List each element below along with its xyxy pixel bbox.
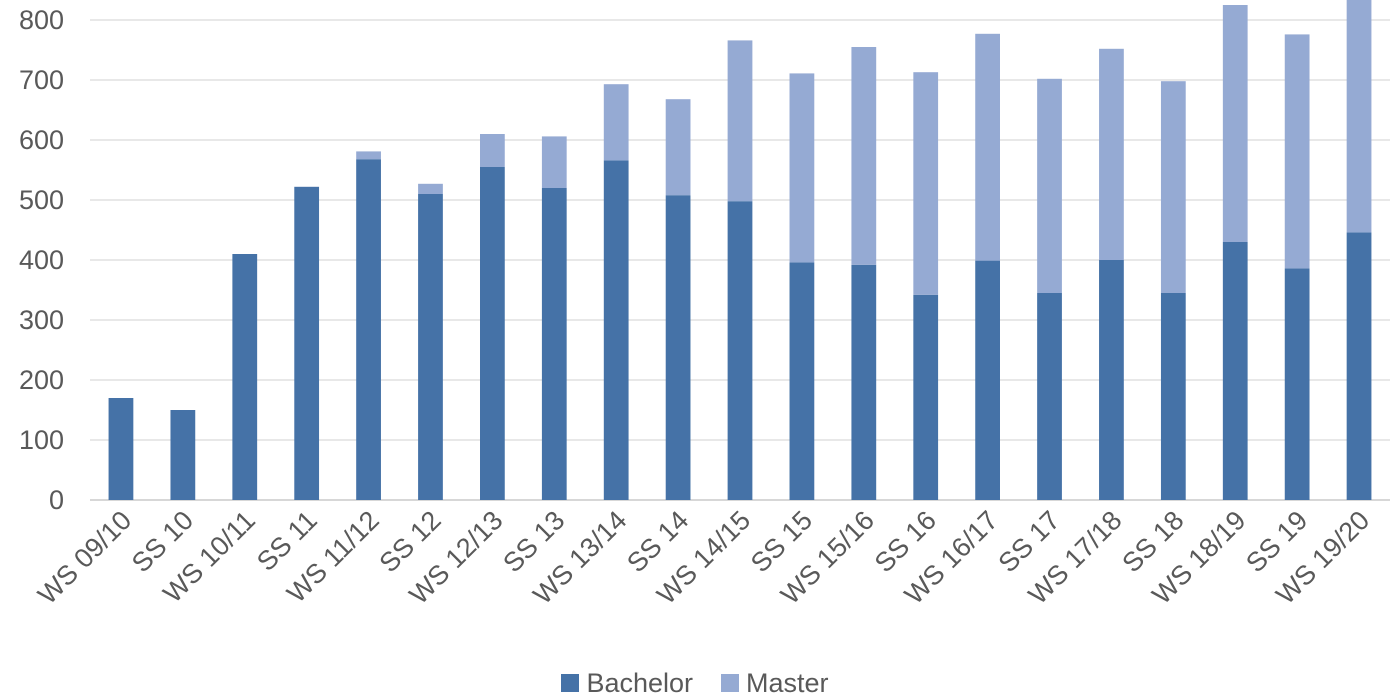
legend: Bachelor Master <box>0 666 1390 700</box>
bar-master <box>1160 81 1186 293</box>
legend-item-master: Master <box>721 668 829 699</box>
bar-master <box>480 134 505 167</box>
bar-bachelor <box>851 264 877 500</box>
y-tick-label: 400 <box>19 245 64 275</box>
bar-master <box>789 73 815 263</box>
bar-master <box>913 72 939 295</box>
bar-bachelor <box>665 195 691 500</box>
bar-bachelor <box>1160 293 1186 500</box>
bar-bachelor <box>1037 293 1062 500</box>
bar-master <box>1222 5 1248 242</box>
bar-master <box>603 84 629 161</box>
bar-master <box>1346 0 1372 233</box>
bar-bachelor <box>480 167 505 500</box>
bar-bachelor <box>170 410 196 500</box>
bar-bachelor <box>975 260 1000 500</box>
bar-bachelor <box>789 262 815 500</box>
bar-master <box>1284 34 1310 269</box>
legend-label-bachelor: Bachelor <box>586 667 694 698</box>
y-tick-label: 200 <box>19 365 64 395</box>
bar-bachelor <box>1284 268 1310 500</box>
y-tick-label: 300 <box>19 305 64 335</box>
y-tick-label: 100 <box>19 425 64 455</box>
y-tick-label: 600 <box>19 125 64 155</box>
y-tick-label: 800 <box>19 5 64 35</box>
bar-bachelor <box>356 159 381 500</box>
legend-swatch-master <box>721 674 740 692</box>
bar-master <box>975 33 1000 261</box>
y-tick-label: 0 <box>49 485 64 515</box>
bar-master <box>541 136 567 188</box>
legend-label-master: Master <box>746 667 829 698</box>
bar-bachelor <box>294 186 320 501</box>
bar-bachelor <box>913 294 939 500</box>
y-tick-label: 500 <box>19 185 64 215</box>
bar-master <box>1099 48 1124 260</box>
bar-bachelor <box>727 201 753 500</box>
bar-master <box>727 40 753 202</box>
x-tick-label: WS 09/10 <box>32 505 137 610</box>
bar-bachelor <box>1099 260 1124 500</box>
bar-master <box>356 151 381 160</box>
bar-master <box>851 47 877 265</box>
y-axis-ticks: 0 100 200 300 400 500 600 700 800 <box>19 5 64 515</box>
bar-bachelor <box>1346 232 1372 500</box>
bar-bachelor <box>108 398 134 500</box>
bar-bachelor <box>418 194 443 500</box>
y-tick-label: 700 <box>19 65 64 95</box>
bars <box>108 0 1372 501</box>
bar-bachelor <box>603 160 629 500</box>
bar-master <box>418 183 443 194</box>
bar-bachelor <box>1222 242 1248 500</box>
legend-swatch-bachelor <box>561 674 580 692</box>
bar-bachelor <box>541 188 567 500</box>
bar-master <box>1037 78 1062 293</box>
legend-item-bachelor: Bachelor <box>561 668 693 699</box>
bar-master <box>665 99 691 196</box>
bar-bachelor <box>232 254 258 500</box>
